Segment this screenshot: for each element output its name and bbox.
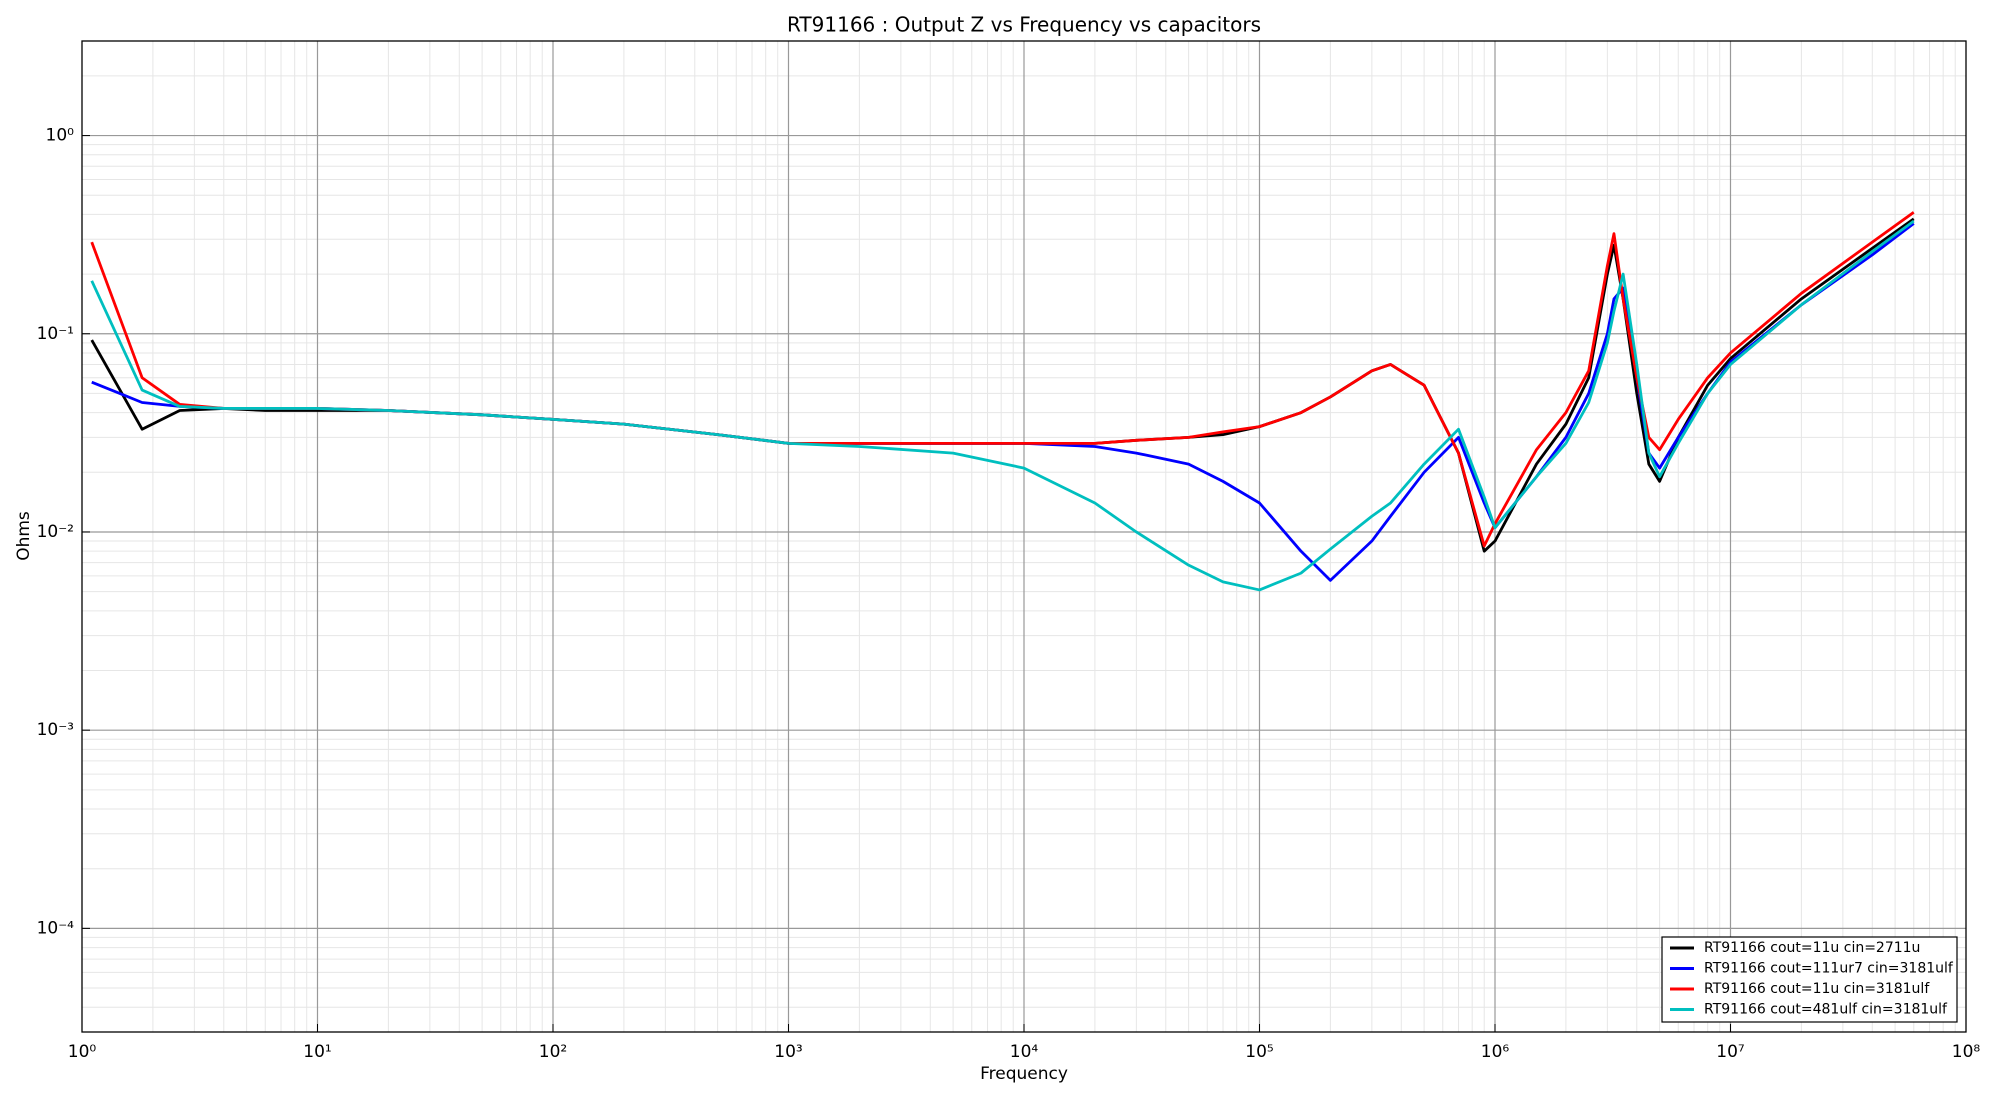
legend-label: RT91166 cout=111ur7 cin=3181ulf <box>1704 961 1954 977</box>
x-tick-label: 10⁷ <box>1716 1042 1745 1062</box>
plot-frame <box>81 40 1967 1033</box>
legend-label: RT91166 cout=481ulf cin=3181ulf <box>1704 1002 1948 1018</box>
x-tick-label: 10³ <box>774 1042 802 1062</box>
y-tick-label: 10⁻¹ <box>37 324 74 344</box>
x-tick-label: 10⁶ <box>1481 1042 1510 1062</box>
legend-label: RT91166 cout=11u cin=3181ulf <box>1704 981 1930 997</box>
x-tick-label: 10¹ <box>303 1042 331 1062</box>
y-tick-label: 10⁻² <box>37 522 74 542</box>
chart-title: RT91166 : Output Z vs Frequency vs capac… <box>787 13 1261 37</box>
x-tick-label: 10² <box>539 1042 567 1062</box>
grid <box>82 41 1966 1033</box>
legend: RT91166 cout=11u cin=2711u RT91166 cout=1… <box>1661 936 1958 1023</box>
y-axis-label: Ohms <box>14 511 34 561</box>
series-line <box>90 220 1915 592</box>
x-tick-label: 10⁰ <box>68 1042 97 1062</box>
x-axis-label: Frequency <box>980 1064 1068 1084</box>
x-tick-label: 10⁸ <box>1952 1042 1981 1062</box>
x-tick-label: 10⁵ <box>1245 1042 1273 1062</box>
legend-box <box>1661 936 1958 1023</box>
x-tick-label: 10⁴ <box>1010 1042 1039 1062</box>
legend-label: RT91166 cout=11u cin=2711u <box>1704 940 1920 956</box>
y-tick-label: 10⁰ <box>46 126 75 146</box>
y-tick-label: 10⁻³ <box>37 720 74 740</box>
y-tick-label: 10⁻⁴ <box>37 918 75 938</box>
